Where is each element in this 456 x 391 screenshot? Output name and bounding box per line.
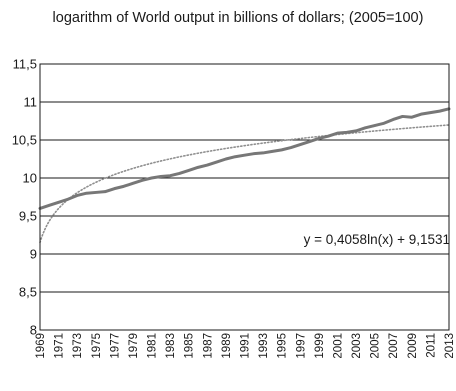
x-tick-label: 2005 [370,333,382,359]
chart-title: logarithm of World output in billions of… [53,10,424,26]
x-tick-label: 1997 [295,333,307,359]
y-tick-label: 9 [30,247,37,262]
series-line [38,107,451,210]
x-tick-label: 2007 [388,333,400,359]
y-tick-label: 9,5 [19,209,37,224]
x-tick-label: 2001 [332,333,344,359]
trendline-layer [39,124,450,244]
grid-lines [40,101,449,293]
y-tick-label: 10,5 [12,133,37,148]
trendline-curve [39,124,450,244]
series-layer [38,107,451,210]
x-tick-label: 1977 [109,333,121,359]
x-tick-label: 1969 [35,333,47,359]
x-tick-label: 1983 [165,333,177,359]
x-tick-label: 1991 [240,333,252,359]
x-tick-label: 2009 [407,333,419,359]
y-tick-label: 11,5 [13,57,37,72]
x-tick-label: 2011 [425,333,437,358]
x-tick-label: 1993 [258,333,270,359]
y-tick-label: 10 [23,171,37,186]
x-tick-label: 1999 [314,333,326,359]
x-tick-label: 1985 [184,333,196,359]
y-axis-tick-labels: 8 8,5 9 9,5 10 10,5 11 11,5 [12,57,37,338]
x-tick-label: 1971 [54,333,66,359]
x-tick-label: 1989 [221,333,233,359]
x-tick-label: 2013 [444,333,456,359]
plot-area-frame [39,63,450,331]
y-tick-label: 8,5 [19,285,37,300]
x-axis-tick-labels: 1969 1971 1973 1975 1977 1979 1981 1983 1985 1987… [35,333,456,359]
x-tick-label: 1975 [91,333,103,359]
y-tick-label: 11 [24,95,38,110]
y-tick-label: 8 [30,323,37,338]
trendline-equation-label: y = 0,4058ln(x) + 9,1531 [304,232,450,247]
x-tick-label: 1979 [128,333,140,359]
x-tick-label: 1973 [72,333,84,359]
x-tick-label: 1987 [202,333,214,359]
x-tick-label: 2003 [351,333,363,359]
x-tick-label: 1981 [147,333,159,359]
x-tick-label: 1995 [277,333,289,359]
